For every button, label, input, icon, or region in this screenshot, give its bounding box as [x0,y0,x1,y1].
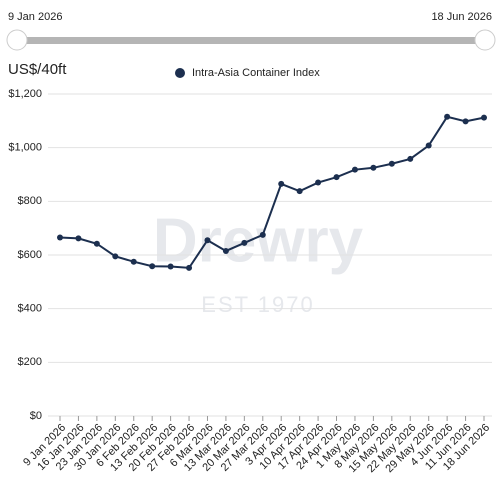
data-point [57,234,63,241]
y-tick-label: $1,000 [8,142,42,154]
data-point [222,247,229,254]
slider-handle[interactable] [474,29,496,51]
legend-marker [175,68,185,78]
slider-end-label: 18 Jun 2026 [431,11,492,23]
slider-start-label: 9 Jan 2026 [8,11,62,23]
slider-track [17,37,485,44]
data-point [112,253,119,260]
data-point [333,174,340,181]
data-point [407,155,414,162]
data-point [462,118,469,125]
data-point [481,114,487,121]
data-point [204,237,211,244]
y-tick-label: $0 [30,410,42,422]
data-point [186,264,193,271]
y-axis-label: US$/40ft [8,61,67,78]
data-point [444,113,451,120]
data-point [149,263,156,270]
data-point [241,239,248,246]
y-tick-label: $1,200 [8,88,42,100]
data-point [388,160,395,167]
y-tick-label: $800 [18,195,42,207]
data-point [259,231,266,238]
y-tick-label: $200 [18,356,42,368]
data-point [296,188,303,195]
slider-handle[interactable] [6,29,28,51]
legend-label: Intra-Asia Container Index [192,67,320,79]
watermark: Drewry [153,206,364,275]
series-line [59,115,485,269]
y-tick-label: $400 [18,303,42,315]
data-point [425,142,432,149]
watermark-tagline: EST 1970 [201,292,314,317]
data-point [130,258,137,265]
y-tick-label: $600 [18,249,42,261]
data-point [315,179,322,186]
data-point [75,235,82,242]
data-point [351,166,358,173]
data-point [370,164,377,171]
data-point [167,263,174,270]
data-point [93,240,100,247]
data-point [278,180,285,187]
